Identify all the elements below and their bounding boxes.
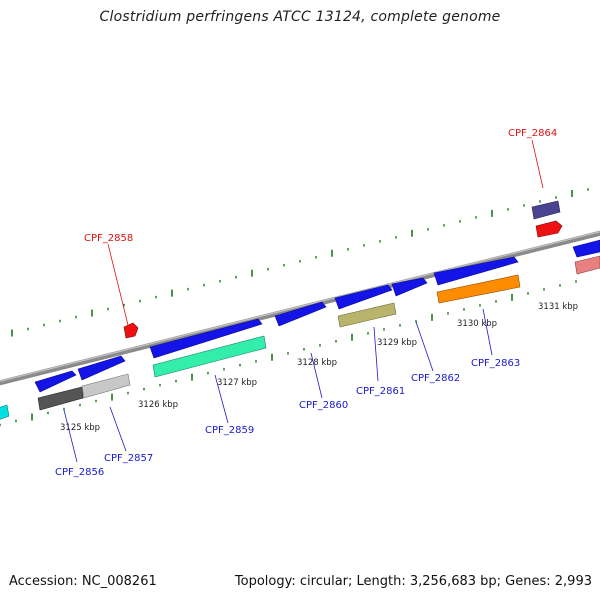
gene-cyan[interactable] [0,404,10,420]
genome-backbone [0,230,600,386]
gene-cpf-2857-block[interactable] [81,373,131,399]
gene-label-cpf-2861[interactable]: CPF_2861 [356,386,405,397]
gene-labels: CPF_2856 CPF_2857 CPF_2858 CPF_2859 CPF_… [55,128,557,478]
gene-arrow[interactable] [334,284,393,310]
kbp-label: 3126 kbp [138,400,178,410]
gene-cpf-2864-block[interactable] [531,200,561,220]
kbp-label: 3128 kbp [297,358,337,368]
kbp-label: 3125 kbp [60,423,100,433]
gene-label-cpf-2856[interactable]: CPF_2856 [55,467,104,478]
gene-arrow[interactable] [34,370,77,393]
gene-arrow[interactable] [77,355,126,381]
gene-arrow[interactable] [391,277,428,297]
gene-arrow[interactable] [274,301,327,327]
gene-cpf-2861-block[interactable] [337,302,397,328]
kbp-label: 3129 kbp [377,338,417,348]
kbp-label: 3131 kbp [538,302,578,312]
gene-cpf-2863-block[interactable] [436,274,521,304]
genome-summary-text: Topology: circular; Length: 3,256,683 bp… [234,574,592,589]
map-title: Clostridium perfringens ATCC 13124, comp… [99,9,501,25]
gene-arrow[interactable] [433,256,519,286]
kbp-label: 3127 kbp [217,378,257,388]
gene-cpf-2856-block[interactable] [37,386,84,411]
ruler-ticks [0,188,589,427]
gene-label-cpf-2862[interactable]: CPF_2862 [411,373,460,384]
gene-cpf-2859-block[interactable] [152,335,267,378]
kbp-labels: 3125 kbp 3126 kbp 3127 kbp 3128 kbp 3129… [60,302,578,433]
gene-label-cpf-2863[interactable]: CPF_2863 [471,358,520,369]
gene-arrow[interactable] [572,239,600,258]
gene-red-arrow[interactable] [535,220,563,238]
gene-pink-block[interactable] [574,255,600,275]
label-leaders [63,139,544,463]
gene-arrow[interactable] [149,318,263,359]
kbp-label: 3130 kbp [457,319,497,329]
gene-cpf-2858-block[interactable] [123,322,139,339]
gene-label-cpf-2860[interactable]: CPF_2860 [299,400,348,411]
gene-label-cpf-2859[interactable]: CPF_2859 [205,425,254,436]
accession-text: Accession: NC_008261 [9,574,157,589]
gene-label-cpf-2864[interactable]: CPF_2864 [508,128,557,139]
gene-label-cpf-2858[interactable]: CPF_2858 [84,233,133,244]
colored-genes [0,255,600,420]
forward-strand-genes [34,239,600,393]
gene-label-cpf-2857[interactable]: CPF_2857 [104,453,153,464]
